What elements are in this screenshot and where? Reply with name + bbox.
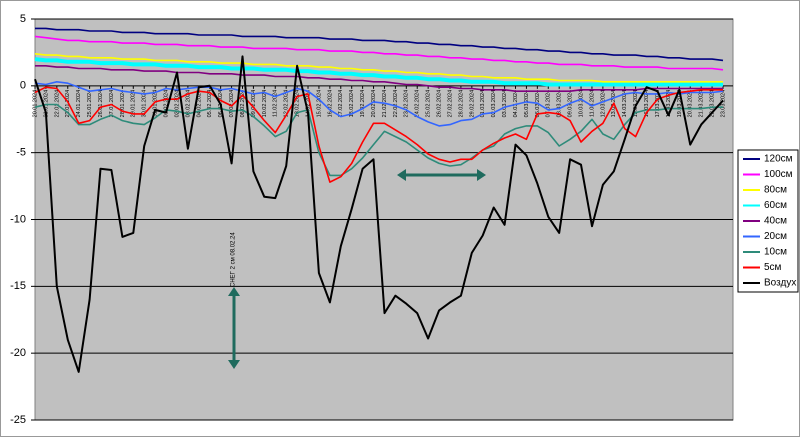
x-tick-label: 27.01.2024 bbox=[109, 90, 115, 118]
series-lines bbox=[34, 27, 724, 373]
x-tick-label: 05.03.2024 bbox=[524, 90, 530, 118]
x-tick-label: 11.02.2024 bbox=[273, 90, 279, 117]
x-tick-label: 31.01.2024 bbox=[153, 90, 159, 118]
x-tick-label: 03.03.2024 bbox=[502, 90, 508, 118]
x-tick-label: 01.03.2024 bbox=[480, 90, 486, 118]
legend: 120см 100см 80см 60см 40см 20см 10см 5см Воздух bbox=[743, 154, 796, 289]
x-tick-label: 20.01.2024 bbox=[32, 90, 38, 118]
annotation: СНЕГ 2 см 08.02.24 bbox=[231, 232, 237, 287]
legend-label: Воздух bbox=[764, 278, 796, 289]
x-tick-label: 01.02.2024 bbox=[164, 90, 170, 118]
x-tick-label: 22.03.2024 bbox=[710, 90, 716, 118]
x-tick-label: 17.02.2024 bbox=[338, 90, 344, 118]
x-tick-label: 14.03.2024 bbox=[622, 90, 628, 118]
legend-label: 10см bbox=[764, 247, 787, 258]
x-tick-label: 10.03.2024 bbox=[578, 90, 584, 118]
x-tick-label: 15.02.2024 bbox=[316, 90, 322, 118]
legend-label: 80см bbox=[764, 185, 787, 196]
x-tick-label: 08.03.2024 bbox=[557, 90, 563, 118]
y-tick-label: 0 bbox=[20, 80, 26, 92]
x-tick-label: 25.02.2024 bbox=[426, 90, 432, 118]
legend-label: 20см bbox=[764, 231, 787, 242]
x-tick-label: 03.02.2024 bbox=[185, 90, 191, 118]
x-tick-label: 19.02.2024 bbox=[360, 90, 366, 118]
x-tick-label: 12.02.2024 bbox=[284, 90, 290, 118]
x-tick-label: 27.02.2024 bbox=[447, 90, 453, 118]
series-line bbox=[34, 103, 723, 177]
x-tick-label: 02.02.2024 bbox=[174, 90, 180, 118]
x-tick-label: 29.02.2024 bbox=[469, 90, 475, 118]
x-tick-label: 26.02.2024 bbox=[437, 90, 443, 118]
x-tick-label: 11.03.2024 bbox=[589, 90, 595, 117]
series-line bbox=[35, 65, 723, 92]
x-tick-label: 17.03.2024 bbox=[655, 90, 661, 118]
y-tick-label: 5 bbox=[20, 13, 26, 25]
y-tick-label: -10 bbox=[10, 213, 26, 225]
x-tick-label: 28.01.2024 bbox=[120, 90, 126, 118]
x-tick-label: 18.02.2024 bbox=[349, 90, 355, 118]
x-tick-label: 26.01.2024 bbox=[98, 90, 104, 118]
x-tick-label: 30.01.2024 bbox=[142, 90, 148, 118]
arrow-head bbox=[397, 169, 406, 181]
x-tick-label: 21.01.2024 bbox=[43, 90, 49, 118]
series-line bbox=[34, 86, 723, 183]
x-tick-label: 19.03.2024 bbox=[677, 90, 683, 118]
x-tick-label: 12.03.2024 bbox=[600, 90, 606, 118]
x-tick-label: 04.02.2024 bbox=[196, 90, 202, 118]
arrow-head bbox=[477, 169, 486, 181]
x-tick-label: 24.01.2024 bbox=[76, 90, 82, 118]
x-tick-label: 20.03.2024 bbox=[688, 90, 694, 118]
x-tick-label: 23.02.2024 bbox=[404, 90, 410, 118]
y-tick-label: -15 bbox=[10, 280, 26, 292]
x-tick-label: 23.03.2024 bbox=[720, 90, 726, 118]
legend-label: 100см bbox=[764, 169, 793, 180]
series-line bbox=[34, 57, 723, 87]
annotation-arrows bbox=[228, 169, 486, 369]
series-line bbox=[34, 35, 724, 71]
x-tick-label: 24.02.2024 bbox=[415, 90, 421, 118]
grid: -25 -20 -15 -10 -5 0 5 bbox=[10, 13, 733, 426]
x-tick-label: 07.02.2024 bbox=[229, 90, 235, 118]
legend-label: 60см bbox=[764, 200, 787, 211]
x-tick-label: 20.02.2024 bbox=[371, 90, 377, 118]
x-tick-label: 13.02.2024 bbox=[295, 90, 301, 118]
x-axis: 20.01.2024 21.01.2024 22.01.2024 23.01.2024… bbox=[32, 85, 726, 118]
y-tick-label: -25 bbox=[10, 414, 26, 426]
x-tick-label: 10.02.2024 bbox=[262, 90, 268, 118]
x-tick-label: 16.02.2024 bbox=[327, 90, 333, 118]
x-tick-label: 08.02.2024 bbox=[240, 90, 246, 118]
legend-label: 5см bbox=[764, 262, 782, 273]
arrow-head bbox=[228, 360, 240, 369]
x-tick-label: 28.02.2024 bbox=[458, 90, 464, 118]
legend-label: 120см bbox=[764, 154, 793, 165]
x-tick-label: 14.02.2024 bbox=[305, 90, 311, 118]
legend-label: 40см bbox=[764, 216, 787, 227]
arrow-head bbox=[228, 287, 240, 296]
x-tick-label: 16.03.2024 bbox=[644, 90, 650, 118]
series-line bbox=[34, 81, 724, 127]
x-tick-label: 05.02.2024 bbox=[207, 90, 213, 118]
x-tick-label: 25.01.2024 bbox=[87, 90, 93, 118]
x-tick-label: 29.01.2024 bbox=[131, 90, 137, 118]
x-tick-label: 18.03.2024 bbox=[666, 90, 672, 118]
x-tick-label: 22.02.2024 bbox=[393, 90, 399, 118]
series-line bbox=[34, 55, 724, 373]
x-tick-label: 09.02.2024 bbox=[251, 90, 257, 118]
y-tick-label: -5 bbox=[16, 147, 26, 159]
x-tick-label: 21.03.2024 bbox=[699, 90, 705, 118]
series-line bbox=[34, 53, 723, 83]
x-tick-label: 02.03.2024 bbox=[491, 90, 497, 118]
y-tick-label: -20 bbox=[10, 347, 26, 359]
x-tick-label: 07.03.2024 bbox=[546, 90, 552, 118]
series-line bbox=[35, 27, 724, 62]
x-tick-label: 22.01.2024 bbox=[54, 90, 60, 118]
